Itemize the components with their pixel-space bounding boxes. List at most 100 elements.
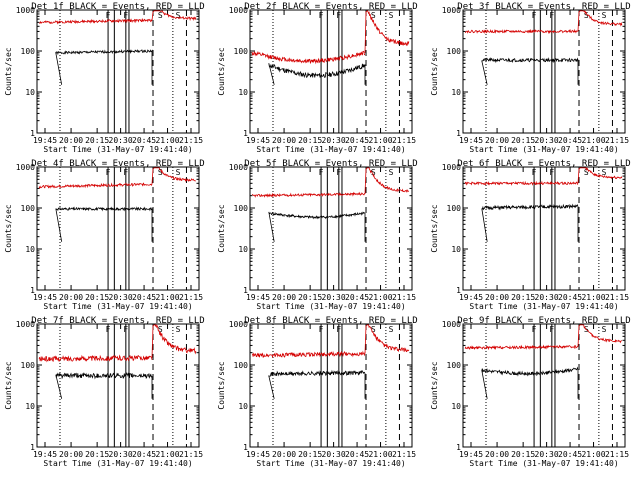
- x-tick-label: 21:00: [155, 293, 179, 302]
- x-tick-label: 20:00: [272, 450, 296, 459]
- y-axis-label: Counts/sec: [217, 47, 226, 95]
- x-tick-label: 20:30: [322, 450, 346, 459]
- chart-title: Det 1f BLACK = Events, RED = LLD: [31, 2, 204, 12]
- series-line-events: [268, 211, 366, 242]
- series-line-events: [481, 57, 579, 85]
- x-axis-label: Start Time (31-May-07 19:41:40): [469, 302, 618, 311]
- x-axis-label: Start Time (31-May-07 19:41:40): [256, 459, 405, 468]
- x-tick-label: 21:00: [368, 293, 392, 302]
- x-axis-label: Start Time (31-May-07 19:41:40): [43, 302, 192, 311]
- y-tick-label: 10: [25, 402, 35, 411]
- x-tick-label: 20:30: [535, 450, 559, 459]
- x-tick-label: 21:00: [368, 136, 392, 145]
- x-axis-label: Start Time (31-May-07 19:41:40): [256, 302, 405, 311]
- series-line-lld: [251, 191, 366, 198]
- event-marker: S: [389, 168, 394, 177]
- y-tick-label: 10: [451, 245, 461, 254]
- x-tick-label: 20:15: [511, 136, 535, 145]
- y-tick-label: 1000: [229, 320, 248, 329]
- x-tick-label: 20:45: [558, 293, 582, 302]
- x-tick-label: 20:30: [109, 450, 133, 459]
- series-line-lld-tail: [577, 10, 623, 32]
- x-tick-label: 20:15: [511, 293, 535, 302]
- chart-title: Det 8f BLACK = Events, RED = LLD: [244, 316, 417, 326]
- event-marker: S: [158, 11, 163, 20]
- x-tick-label: 21:00: [581, 293, 605, 302]
- event-marker: F: [532, 11, 537, 20]
- y-tick-label: 1000: [442, 163, 461, 172]
- series-line-lld-tail: [151, 323, 197, 358]
- x-tick-label: 20:15: [85, 293, 109, 302]
- plot-frame: [36, 323, 200, 448]
- y-tick-label: 1: [456, 129, 461, 138]
- event-marker: F: [123, 168, 128, 177]
- x-tick-label: 20:00: [59, 450, 83, 459]
- x-tick-label: 20:15: [511, 450, 535, 459]
- y-tick-label: 10: [25, 245, 35, 254]
- chart-panel-8: Det 8f BLACK = Events, RED = LLD 1 10 100 10…: [217, 316, 418, 468]
- event-marker: F: [549, 168, 554, 177]
- chart-title: Det 9f BLACK = Events, RED = LLD: [457, 316, 630, 326]
- plot-frame: [36, 166, 200, 291]
- y-tick-label: 1: [30, 443, 35, 452]
- event-marker: S: [389, 325, 394, 334]
- x-tick-label: 20:45: [345, 450, 369, 459]
- x-tick-label: 20:45: [132, 293, 156, 302]
- series-line-lld-tail: [364, 10, 410, 53]
- y-tick-label: 1000: [16, 320, 35, 329]
- x-axis-label: Start Time (31-May-07 19:41:40): [43, 145, 192, 154]
- x-tick-label: 21:00: [155, 450, 179, 459]
- x-tick-label: 20:00: [59, 136, 83, 145]
- y-axis-label: Counts/sec: [4, 47, 13, 95]
- chart-title: Det 6f BLACK = Events, RED = LLD: [457, 159, 630, 169]
- x-tick-label: 21:15: [392, 293, 416, 302]
- y-tick-label: 100: [447, 204, 462, 213]
- y-axis-label: Counts/sec: [430, 361, 439, 409]
- x-tick-label: 21:00: [368, 450, 392, 459]
- y-axis-label: Counts/sec: [217, 204, 226, 252]
- x-tick-label: 21:15: [605, 450, 629, 459]
- event-marker: S: [602, 11, 607, 20]
- x-tick-label: 20:15: [85, 450, 109, 459]
- x-tick-label: 21:15: [605, 293, 629, 302]
- x-tick-label: 20:00: [485, 293, 509, 302]
- event-marker: F: [123, 325, 128, 334]
- x-tick-label: 20:00: [272, 136, 296, 145]
- event-marker: S: [158, 325, 163, 334]
- x-tick-label: 19:45: [246, 450, 270, 459]
- plot-frame: [249, 9, 413, 134]
- x-tick-label: 21:15: [179, 136, 203, 145]
- x-tick-label: 19:45: [459, 136, 483, 145]
- y-tick-label: 100: [21, 361, 36, 370]
- x-tick-label: 20:30: [535, 136, 559, 145]
- x-tick-label: 20:45: [132, 450, 156, 459]
- y-tick-label: 100: [234, 361, 249, 370]
- x-tick-label: 21:00: [581, 136, 605, 145]
- y-tick-label: 10: [451, 402, 461, 411]
- x-tick-label: 19:45: [246, 293, 270, 302]
- x-tick-label: 20:15: [298, 450, 322, 459]
- y-axis-label: Counts/sec: [4, 361, 13, 409]
- x-tick-label: 20:00: [485, 136, 509, 145]
- y-tick-label: 10: [25, 88, 35, 97]
- y-tick-label: 100: [234, 47, 249, 56]
- x-tick-label: 20:45: [558, 450, 582, 459]
- y-tick-label: 1000: [442, 320, 461, 329]
- event-marker: F: [123, 11, 128, 20]
- x-tick-label: 21:15: [392, 136, 416, 145]
- series-line-events: [55, 372, 153, 399]
- y-tick-label: 1: [30, 286, 35, 295]
- plot-frame: [249, 166, 413, 291]
- event-marker: F: [319, 11, 324, 20]
- y-tick-label: 1000: [16, 6, 35, 15]
- chart-panel-4: Det 4f BLACK = Events, RED = LLD 1 10 100 10…: [4, 159, 205, 311]
- x-tick-label: 20:45: [558, 136, 582, 145]
- y-axis-label: Counts/sec: [430, 47, 439, 95]
- x-axis-label: Start Time (31-May-07 19:41:40): [469, 145, 618, 154]
- series-line-lld-tail: [151, 167, 196, 185]
- chart-panel-6: Det 6f BLACK = Events, RED = LLD 1 10 100 10…: [430, 159, 631, 311]
- series-line-lld-tail: [577, 167, 623, 184]
- series-line-events: [481, 366, 579, 399]
- event-marker: F: [549, 325, 554, 334]
